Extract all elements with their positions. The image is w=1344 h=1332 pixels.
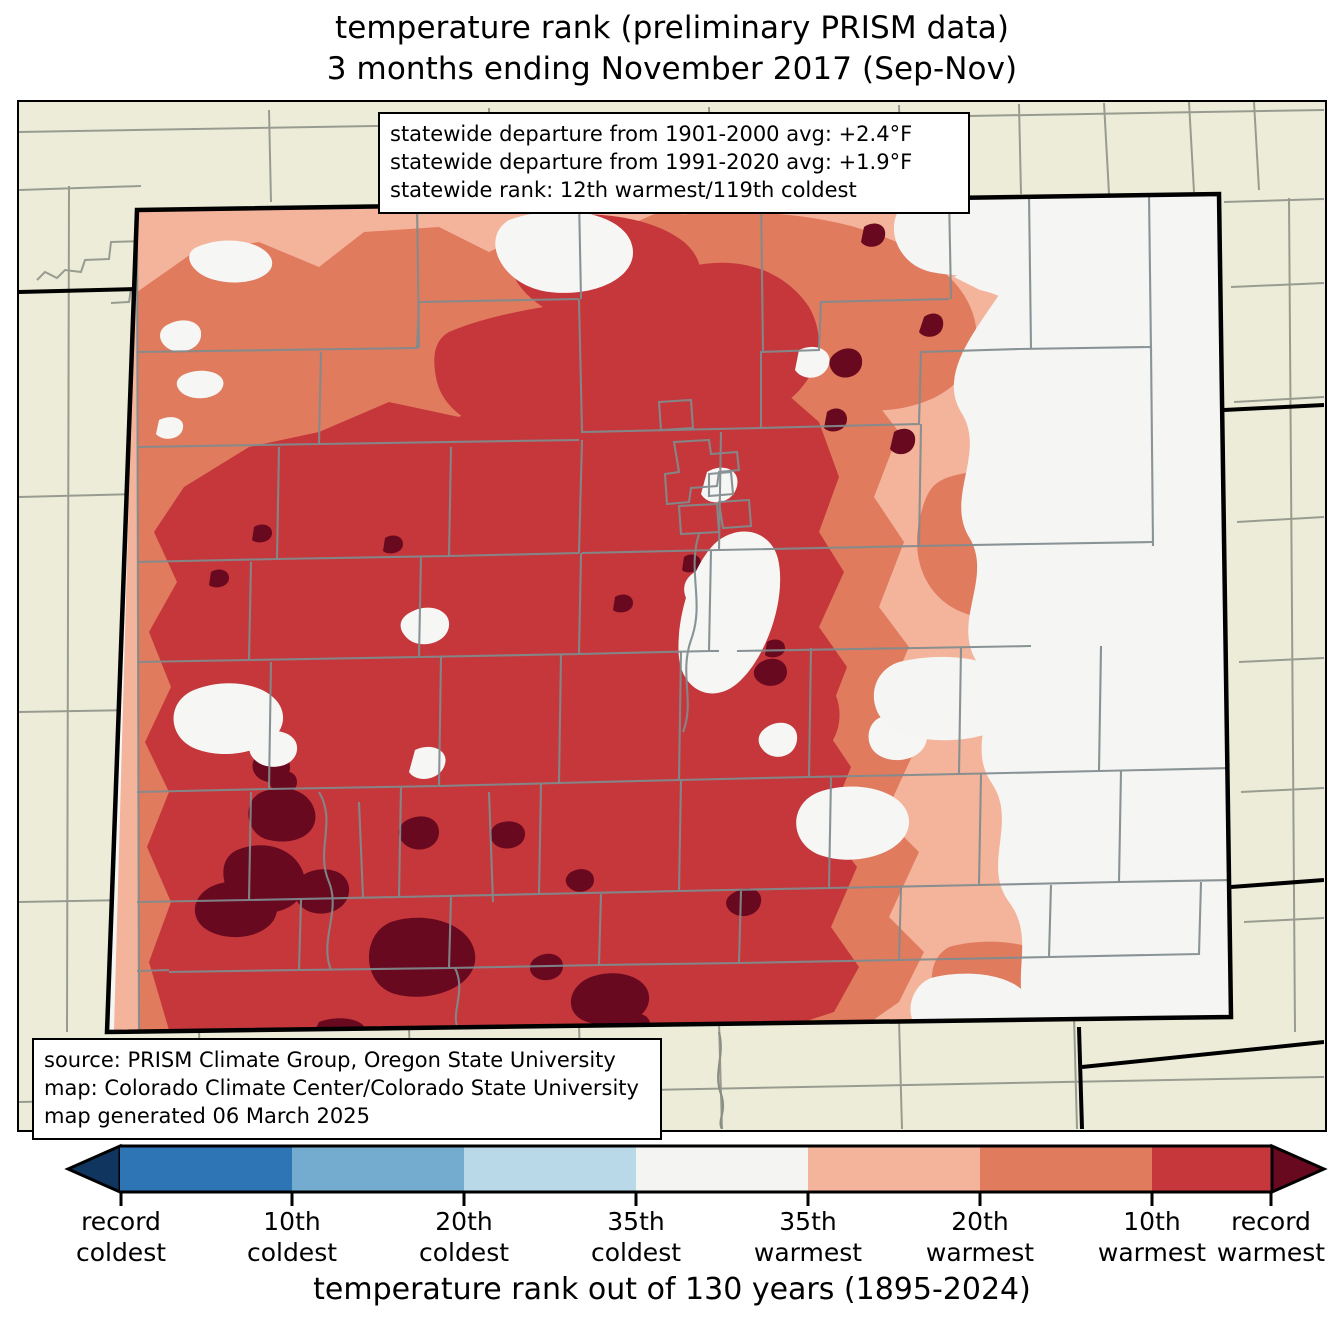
colorbar-band-3 bbox=[464, 1146, 636, 1192]
page-title: temperature rank (preliminary PRISM data… bbox=[0, 8, 1344, 90]
colorbar-label-10th-coldest: 10th coldest bbox=[246, 1207, 338, 1267]
map-generated-line: map generated 06 March 2025 bbox=[44, 1104, 371, 1128]
rank-eastern-plains-neutral bbox=[953, 194, 1231, 1030]
colorado-rank-surface bbox=[107, 194, 1231, 1032]
colorbar-label-35th-coldest: 35th coldest bbox=[590, 1207, 682, 1267]
map-credit-line: map: Colorado Climate Center/Colorado St… bbox=[44, 1076, 639, 1100]
stats-statewide-rank: statewide rank: 12th warmest/119th colde… bbox=[390, 178, 857, 202]
rank-lobe-northeast-coral bbox=[654, 212, 977, 411]
colorbar-band-5 bbox=[808, 1146, 980, 1192]
colorado-temperature-rank-map bbox=[19, 102, 1324, 1129]
colorbar bbox=[0, 1140, 1344, 1210]
colorbar-label-10th-warmest: 10th warmest bbox=[1097, 1207, 1207, 1267]
rank-band-record-warmest bbox=[194, 223, 944, 1030]
source-line: source: PRISM Climate Group, Oregon Stat… bbox=[44, 1048, 616, 1072]
stats-departure-1901-2000: statewide departure from 1901-2000 avg: … bbox=[390, 122, 913, 146]
colorbar-label-20th-coldest: 20th coldest bbox=[418, 1207, 510, 1267]
river-line bbox=[717, 1031, 725, 1129]
colorbar-band-2 bbox=[292, 1146, 464, 1192]
title-line-1: temperature rank (preliminary PRISM data… bbox=[334, 10, 1010, 46]
colorbar-band-6 bbox=[980, 1146, 1152, 1192]
neighbor-state-borders bbox=[19, 287, 1324, 1129]
source-credits-box: source: PRISM Climate Group, Oregon Stat… bbox=[32, 1038, 662, 1140]
colorado-county-lines bbox=[135, 194, 1231, 1032]
stats-departure-1991-2020: statewide departure from 1991-2020 avg: … bbox=[390, 150, 913, 174]
colorbar-axis-title: temperature rank out of 130 years (1895-… bbox=[313, 1272, 1031, 1307]
rank-plains-white-fingers bbox=[873, 195, 1042, 1030]
colorbar-label-record-warmest: record warmest bbox=[1216, 1207, 1326, 1267]
colorbar-bands bbox=[64, 1143, 1328, 1195]
colorbar-label-35th-warmest: 35th warmest bbox=[753, 1207, 863, 1267]
colorbar-extend-high bbox=[1270, 1143, 1328, 1195]
colorbar-band-1 bbox=[120, 1146, 292, 1192]
map-frame bbox=[17, 100, 1327, 1132]
rank-neutral-pockets bbox=[156, 211, 928, 860]
rank-lobe-north-firebrick bbox=[434, 262, 819, 436]
colorbar-outline bbox=[120, 1144, 1272, 1194]
statewide-stats-box: statewide departure from 1901-2000 avg: … bbox=[378, 112, 970, 214]
title-line-2: 3 months ending November 2017 (Sep-Nov) bbox=[326, 51, 1018, 87]
colorbar-ticks bbox=[119, 1192, 1273, 1206]
colorbar-tick-labels: record coldest 10th coldest 20th coldest 35… bbox=[0, 1206, 1344, 1268]
colorbar-label-record-coldest: record coldest bbox=[75, 1207, 167, 1267]
colorbar-band-4 bbox=[636, 1146, 808, 1192]
colorbar-extend-low bbox=[64, 1143, 122, 1195]
colorbar-label-20th-warmest: 20th warmest bbox=[925, 1207, 1035, 1267]
colorbar-band-7 bbox=[1152, 1146, 1272, 1192]
rank-lobe-front-range-firebrick bbox=[702, 657, 840, 773]
